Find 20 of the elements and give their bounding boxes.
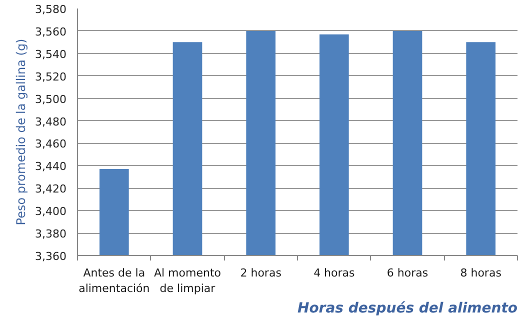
- y-tick-label: 3,500: [35, 92, 67, 106]
- x-tick-label: Antes de la alimentación: [78, 266, 150, 296]
- x-tick-label: 6 horas: [386, 266, 428, 280]
- x-tick-label: 4 horas: [314, 266, 356, 280]
- y-tick-label: 3,440: [35, 160, 67, 174]
- y-tick-label: 3,360: [35, 250, 67, 263]
- y-tick-label: 3,380: [35, 228, 67, 241]
- y-tick-label: 3,420: [35, 182, 67, 196]
- y-tick-label: 3,400: [35, 205, 67, 218]
- x-tick-label: 8 horas: [460, 266, 502, 280]
- y-tick-label: 3,480: [35, 115, 67, 128]
- y-tick-label: 3,560: [35, 25, 67, 38]
- y-tick-label: 3,520: [35, 70, 67, 84]
- x-tick-label: 2 horas: [240, 266, 282, 280]
- y-tick-label: 3,580: [35, 3, 67, 16]
- x-tick-label: Al momento de limpiar: [154, 266, 222, 296]
- y-axis-title: Peso promedio de la gallina (g): [14, 38, 28, 226]
- y-tick-label: 3,540: [35, 48, 67, 61]
- x-axis-title: Horas después del alimento: [297, 300, 518, 316]
- y-tick-label: 3,460: [35, 138, 67, 151]
